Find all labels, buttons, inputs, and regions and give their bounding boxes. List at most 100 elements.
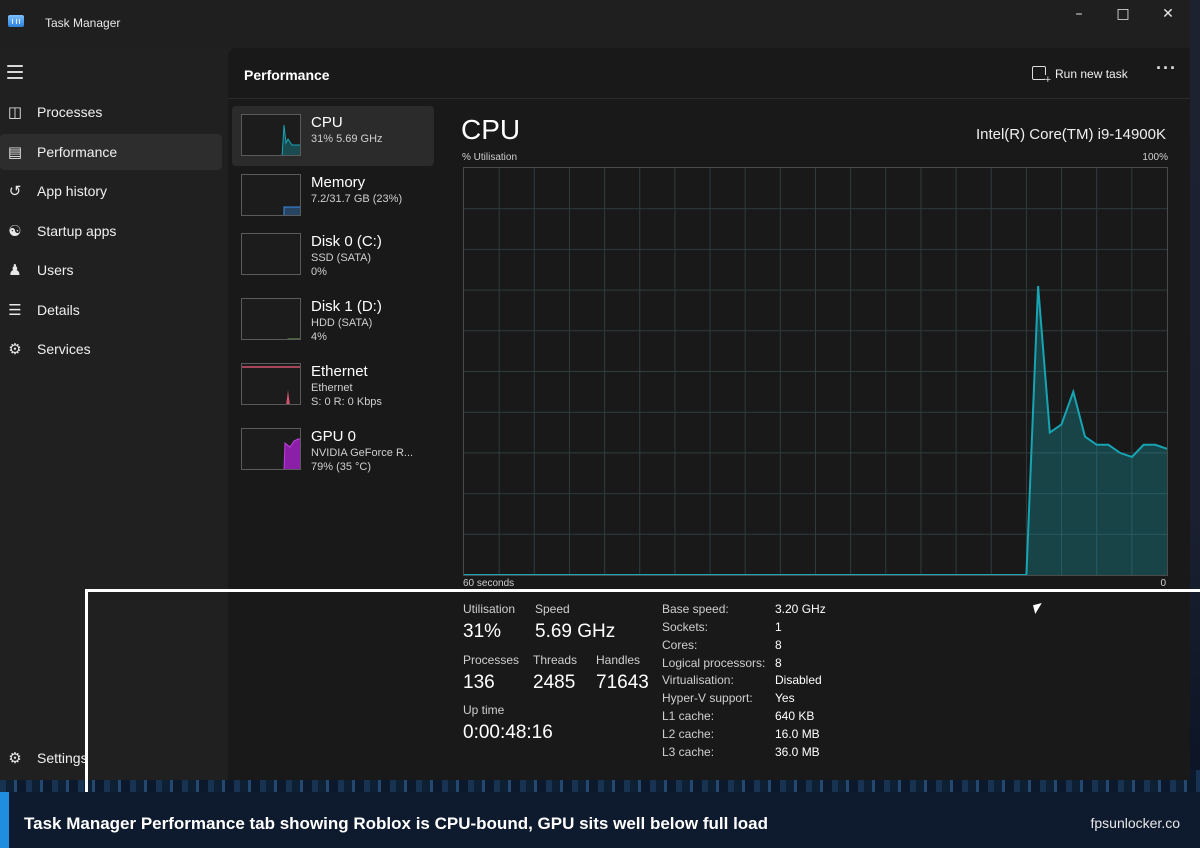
cpu-usage-line <box>464 285 1167 575</box>
disk-0-thumbnail-graph <box>241 233 301 275</box>
info-label: L3 cache: <box>662 745 715 759</box>
caption-accent-bar <box>0 792 9 848</box>
info-value: 640 KB <box>775 709 815 723</box>
info-value: 16.0 MB <box>775 727 820 741</box>
maximize-button[interactable]: □ <box>1116 6 1130 22</box>
sidebar-item-performance[interactable]: ▤ Performance <box>0 134 222 170</box>
sidebar-item-label: Services <box>37 341 91 357</box>
stat-value: 2485 <box>533 672 576 693</box>
resource-name: Ethernet <box>311 363 368 380</box>
resource-detail: S: 0 R: 0 Kbps <box>311 396 382 408</box>
cpu-title: CPU <box>461 114 521 145</box>
window-title: Task Manager <box>45 16 121 30</box>
info-value: 8 <box>775 656 782 670</box>
task-manager-window: Task Manager – □ ✕ ◫ Processes ▤ Perform… <box>0 0 1190 780</box>
stat-utilisation: Utilisation 31% <box>463 602 515 643</box>
minimize-button[interactable]: – <box>1075 6 1083 22</box>
resource-item-memory[interactable]: Memory 7.2/31.7 GB (23%) <box>232 166 434 226</box>
info-label: Cores: <box>662 638 698 652</box>
stat-value: 71643 <box>596 672 649 693</box>
info-value: 3.20 GHz <box>775 602 826 616</box>
disk-1-thumbnail-graph <box>241 298 301 340</box>
sidebar-item-label: Performance <box>37 144 118 160</box>
resource-detail: Ethernet <box>311 382 353 394</box>
info-value: 36.0 MB <box>775 745 820 759</box>
stat-label: Threads <box>533 653 578 667</box>
sidebar-item-settings[interactable]: ⚙ Settings <box>0 740 222 776</box>
sidebar-nav: ◫ Processes ▤ Performance ↺ App history … <box>0 48 228 780</box>
stat-label: Up time <box>463 703 505 717</box>
resource-item-disk-1[interactable]: Disk 1 (D:) HDD (SATA) 4% <box>232 290 434 350</box>
caption-site: fpsunlocker.co <box>1090 815 1181 831</box>
info-label: Hyper-V support: <box>662 691 753 705</box>
resource-item-gpu-0[interactable]: GPU 0 NVIDIA GeForce R... 79% (35 °C) <box>232 420 434 480</box>
info-label: Sockets: <box>662 620 709 634</box>
performance-page: Performance Run new task ··· CPU 31% 5.6… <box>228 48 1190 780</box>
caption-banner: Task Manager Performance tab showing Rob… <box>0 792 1200 848</box>
sidebar-item-startup-apps[interactable]: ☯ Startup apps <box>0 213 222 249</box>
info-label: Base speed: <box>662 602 729 616</box>
resource-name: Disk 1 (D:) <box>311 298 382 315</box>
sidebar-item-label: Settings <box>37 750 88 766</box>
resource-detail: 31% 5.69 GHz <box>311 133 383 145</box>
stat-speed: Speed 5.69 GHz <box>535 602 615 643</box>
users-icon: ♟ <box>8 261 22 279</box>
resource-detail: HDD (SATA) <box>311 317 373 329</box>
resource-detail: 7.2/31.7 GB (23%) <box>311 193 403 205</box>
resource-item-disk-0[interactable]: Disk 0 (C:) SSD (SATA) 0% <box>232 225 434 285</box>
stat-handles: Handles 71643 <box>596 653 649 694</box>
services-icon: ⚙ <box>8 340 22 358</box>
resource-detail: 0% <box>311 266 327 278</box>
info-value: 1 <box>775 620 782 634</box>
run-task-icon <box>1032 66 1051 86</box>
sidebar-item-label: Startup apps <box>37 223 117 239</box>
startup-apps-icon: ☯ <box>8 222 22 240</box>
ethernet-thumbnail-graph <box>241 363 301 405</box>
sidebar-item-services[interactable]: ⚙ Services <box>0 331 222 367</box>
info-label: L2 cache: <box>662 727 715 741</box>
resource-detail: 79% (35 °C) <box>311 461 372 473</box>
utilisation-max-label: 100% <box>1142 152 1168 163</box>
hamburger-menu-icon[interactable] <box>7 65 23 79</box>
stat-value: 0:00:48:16 <box>463 722 553 743</box>
close-button[interactable]: ✕ <box>1162 6 1174 22</box>
info-value: 8 <box>775 638 782 652</box>
stat-label: Speed <box>535 602 570 616</box>
resource-item-ethernet[interactable]: Ethernet Ethernet S: 0 R: 0 Kbps <box>232 355 434 415</box>
cpu-utilisation-graph <box>463 167 1168 576</box>
stat-label: Handles <box>596 653 641 667</box>
info-label: L1 cache: <box>662 709 715 723</box>
settings-icon: ⚙ <box>8 749 22 767</box>
info-label: Virtualisation: <box>662 673 734 687</box>
info-label: Logical processors: <box>662 656 766 670</box>
gpu-0-thumbnail-graph <box>241 428 301 470</box>
sidebar-item-processes[interactable]: ◫ Processes <box>0 94 222 130</box>
header-divider <box>228 98 1190 99</box>
sidebar-item-label: Details <box>37 302 80 318</box>
page-title: Performance <box>244 67 330 83</box>
run-new-task-label: Run new task <box>1055 67 1128 81</box>
stat-value: 5.69 GHz <box>535 621 616 642</box>
sidebar-item-users[interactable]: ♟ Users <box>0 252 222 288</box>
cpu-thumbnail-graph <box>241 114 301 156</box>
resource-detail: SSD (SATA) <box>311 252 372 264</box>
task-manager-icon <box>8 15 24 27</box>
resource-name: GPU 0 <box>311 428 357 445</box>
more-options-icon[interactable]: ··· <box>1156 58 1177 78</box>
stat-processes: Processes 136 <box>463 653 519 694</box>
title-bar[interactable]: Task Manager – □ ✕ <box>0 0 1190 48</box>
run-new-task-button[interactable]: Run new task <box>1028 60 1136 88</box>
sidebar-item-details[interactable]: ☰ Details <box>0 292 222 328</box>
stat-value: 31% <box>463 621 502 642</box>
app-history-icon: ↺ <box>8 182 22 200</box>
resource-detail: NVIDIA GeForce R... <box>311 447 414 459</box>
resource-item-cpu[interactable]: CPU 31% 5.69 GHz <box>232 106 434 166</box>
processes-icon: ◫ <box>7 103 23 121</box>
stat-label: Utilisation <box>463 602 516 616</box>
time-axis-end: 0 <box>1160 578 1166 589</box>
cpu-model: Intel(R) Core(TM) i9-14900K <box>975 126 1166 143</box>
sidebar-item-label: App history <box>37 183 108 199</box>
sidebar-item-app-history[interactable]: ↺ App history <box>0 173 222 209</box>
sidebar-item-label: Users <box>37 262 74 278</box>
details-icon: ☰ <box>8 301 22 319</box>
